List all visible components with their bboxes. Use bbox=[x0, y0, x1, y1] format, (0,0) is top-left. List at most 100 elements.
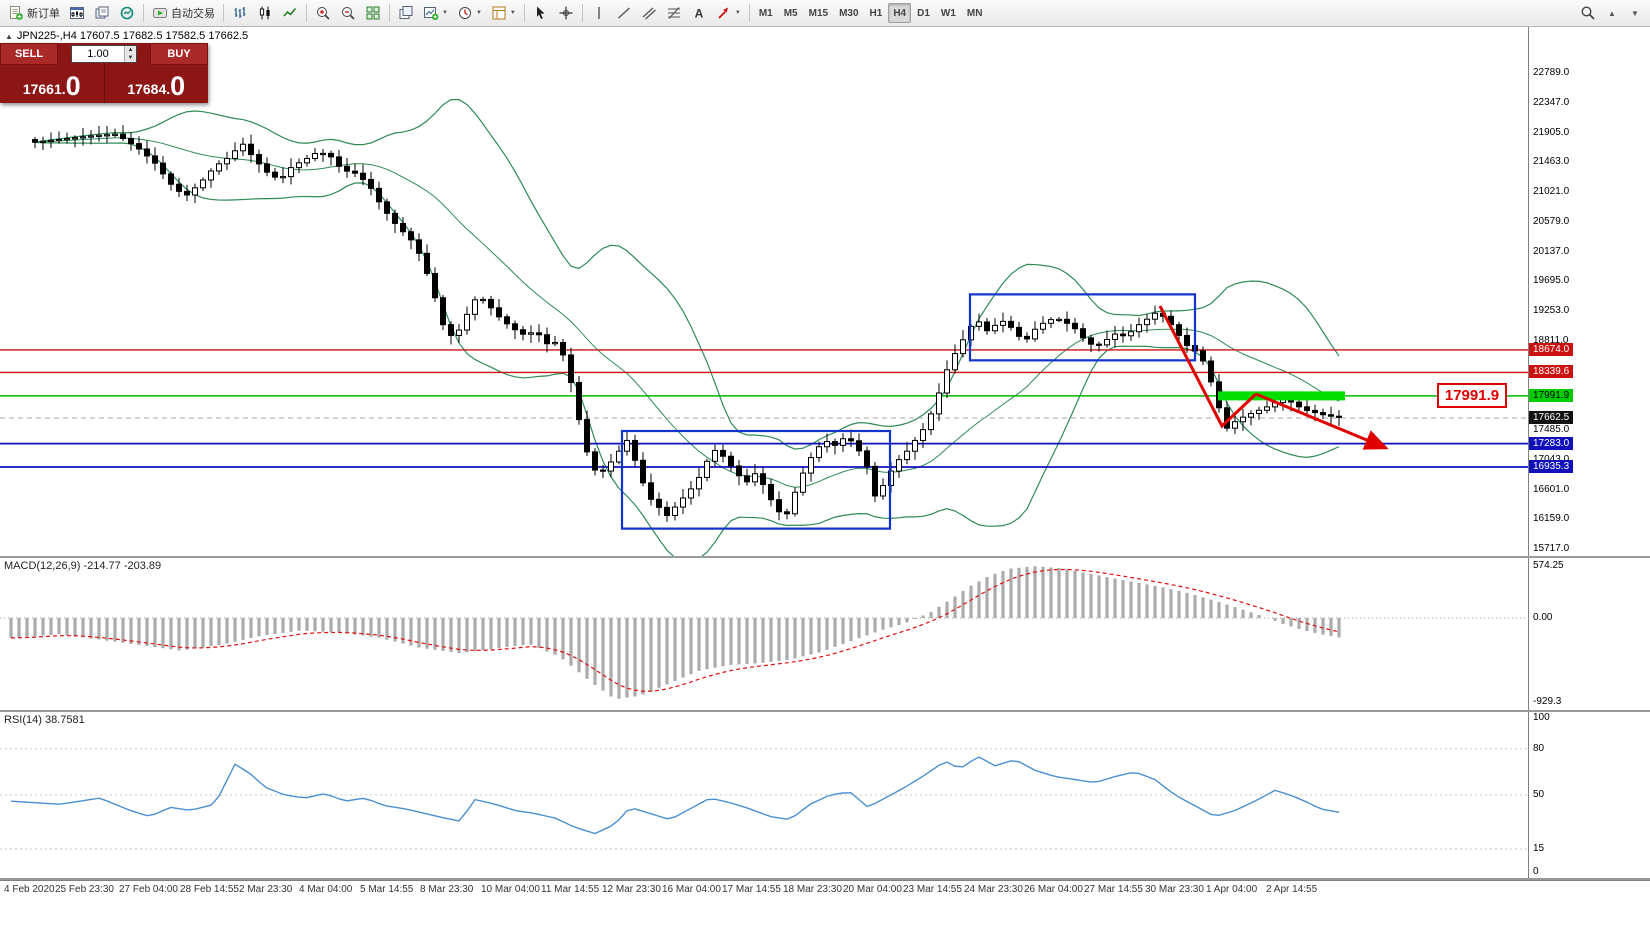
chart-window-button[interactable] bbox=[65, 2, 89, 24]
rsi-panel-row: RSI(14) 38.7581 100 80 50 15 0 bbox=[0, 712, 1650, 878]
crosshair-icon bbox=[559, 6, 573, 20]
price-tag: 18339.6 bbox=[1529, 365, 1574, 379]
panel-splitter[interactable] bbox=[0, 878, 1650, 880]
rsi-axis-label: 50 bbox=[1533, 789, 1545, 800]
text-tool-button[interactable]: A bbox=[687, 2, 711, 24]
panel-splitter[interactable] bbox=[0, 710, 1650, 712]
time-axis-label: 17 Mar 14:55 bbox=[722, 884, 781, 895]
toolbar-separator bbox=[223, 4, 224, 22]
channel-icon bbox=[642, 7, 656, 20]
main-chart-row: ▲ JPN225-,H4 17607.5 17682.5 17582.5 176… bbox=[0, 27, 1650, 556]
toolbar-collapse-button[interactable]: ▼ bbox=[1624, 2, 1646, 24]
rsi-axis[interactable]: 100 80 50 15 0 bbox=[1528, 712, 1650, 878]
new-order-icon bbox=[10, 6, 23, 20]
buy-button[interactable]: BUY bbox=[150, 43, 208, 65]
time-axis-label: 8 Mar 23:30 bbox=[420, 884, 474, 895]
new-chart-icon bbox=[424, 7, 439, 20]
new-order-label: 新订单 bbox=[27, 8, 60, 20]
zoom-in-button[interactable] bbox=[311, 2, 335, 24]
price-axis-label: 19253.0 bbox=[1533, 305, 1570, 316]
rsi-plot[interactable]: RSI(14) 38.7581 bbox=[0, 712, 1528, 878]
profiles-button[interactable] bbox=[90, 2, 114, 24]
timeframe-D1[interactable]: D1 bbox=[912, 3, 935, 23]
trendline-button[interactable] bbox=[612, 2, 636, 24]
macd-canvas bbox=[0, 566, 1528, 699]
price-axis-label: 18811.0 bbox=[1533, 334, 1569, 346]
arrows-tool-icon bbox=[718, 7, 728, 19]
bar-chart-icon bbox=[234, 7, 246, 18]
chevron-down-icon: ▼ bbox=[1631, 8, 1639, 18]
panel-splitter[interactable] bbox=[0, 556, 1650, 558]
time-axis-label: 16 Mar 04:00 bbox=[662, 884, 721, 895]
template-icon bbox=[492, 6, 506, 20]
vertical-line-icon bbox=[598, 7, 600, 19]
timeframe-MN[interactable]: MN bbox=[962, 3, 988, 23]
time-axis-label: 20 Mar 04:00 bbox=[843, 884, 902, 895]
tile-windows-button[interactable] bbox=[361, 2, 385, 24]
time-axis-label: 26 Mar 04:00 bbox=[1024, 884, 1083, 895]
timeframe-H1[interactable]: H1 bbox=[865, 3, 888, 23]
timeframe-M15[interactable]: M15 bbox=[804, 3, 833, 23]
consolidation-box[interactable] bbox=[620, 429, 892, 530]
window-bottom-space bbox=[0, 900, 1650, 950]
profiles-icon bbox=[95, 6, 109, 19]
sell-price-big: 0 bbox=[65, 71, 81, 101]
price-callout-label[interactable]: 17991.9 bbox=[1437, 383, 1507, 408]
bar-chart-button[interactable] bbox=[228, 2, 252, 24]
sell-button[interactable]: SELL bbox=[0, 43, 58, 65]
period-button[interactable]: ▼ bbox=[453, 2, 486, 24]
vertical-line-button[interactable] bbox=[587, 2, 611, 24]
chevron-down-icon: ▼ bbox=[509, 10, 516, 16]
price-axis-label: 22789.0 bbox=[1533, 67, 1570, 78]
timeframe-M30[interactable]: M30 bbox=[834, 3, 863, 23]
price-chart-plot[interactable]: ▲ JPN225-,H4 17607.5 17682.5 17582.5 176… bbox=[0, 27, 1528, 556]
zoom-out-icon bbox=[342, 7, 355, 20]
macd-plot[interactable]: MACD(12,26,9) -214.77 -203.89 bbox=[0, 558, 1528, 710]
sell-price[interactable]: 17661. 0 bbox=[0, 65, 105, 103]
search-symbol-button[interactable] bbox=[1576, 2, 1600, 24]
zoom-out-button[interactable] bbox=[336, 2, 360, 24]
timeframe-M1[interactable]: M1 bbox=[754, 3, 778, 23]
market-watch-button[interactable] bbox=[115, 2, 139, 24]
price-tag: 17991.9 bbox=[1529, 388, 1574, 402]
arrows-tool-button[interactable]: ▼ bbox=[712, 2, 745, 24]
timeframe-W1[interactable]: W1 bbox=[936, 3, 961, 23]
candle-chart-icon bbox=[259, 6, 270, 20]
buy-price[interactable]: 17684. 0 bbox=[105, 65, 209, 103]
rsi-label: RSI(14) 38.7581 bbox=[4, 714, 85, 726]
time-axis[interactable]: 4 Feb 2020 25 Feb 23:30 27 Feb 04:00 28 Feb… bbox=[0, 880, 1650, 900]
time-axis-label: 10 Mar 04:00 bbox=[481, 884, 540, 895]
trend-polyline[interactable] bbox=[1158, 305, 1258, 429]
channel-button[interactable] bbox=[637, 2, 661, 24]
toolbar-separator bbox=[306, 4, 307, 22]
volume-down-icon[interactable]: ▼ bbox=[125, 54, 136, 62]
trend-arrow[interactable] bbox=[1255, 392, 1389, 450]
volume-area: 1.00 ▲ ▼ bbox=[58, 43, 150, 65]
macd-axis[interactable]: 574.25 0.00 -929.3 bbox=[1528, 558, 1650, 710]
supply-zone-rectangle[interactable] bbox=[1218, 391, 1345, 401]
time-axis-label: 4 Mar 04:00 bbox=[299, 884, 353, 895]
autotrade-label: 自动交易 bbox=[171, 8, 215, 20]
timeframe-toolbar: M1 M5 M15 M30 H1 H4 D1 W1 MN bbox=[754, 3, 988, 23]
time-axis-label: 28 Feb 14:55 bbox=[180, 884, 239, 895]
price-tag: 16935.3 bbox=[1529, 460, 1574, 473]
volume-up-icon[interactable]: ▲ bbox=[125, 46, 136, 54]
crosshair-button[interactable] bbox=[554, 2, 578, 24]
timeframe-H4[interactable]: H4 bbox=[888, 3, 912, 23]
template-button[interactable]: ▼ bbox=[487, 2, 520, 24]
volume-input[interactable]: 1.00 ▲ ▼ bbox=[71, 45, 137, 63]
cursor-button[interactable] bbox=[529, 2, 553, 24]
candle-chart-button[interactable] bbox=[253, 2, 277, 24]
macd-signal-line bbox=[10, 568, 1340, 692]
autotrade-button[interactable]: 自动交易 bbox=[148, 2, 219, 24]
new-chart-button[interactable]: ▼ bbox=[419, 2, 452, 24]
timeframe-M5[interactable]: M5 bbox=[779, 3, 803, 23]
price-axis[interactable]: 22789.0 22347.0 21905.0 21463.0 21021.0 20579… bbox=[1528, 27, 1650, 556]
collapse-triangle-icon[interactable]: ▲ bbox=[5, 31, 13, 41]
cascade-windows-button[interactable] bbox=[394, 2, 418, 24]
line-chart-button[interactable] bbox=[278, 2, 302, 24]
toolbar-options-button[interactable]: ▲ bbox=[1601, 2, 1623, 24]
consolidation-box[interactable] bbox=[968, 293, 1197, 362]
fibonacci-button[interactable] bbox=[662, 2, 686, 24]
new-order-button[interactable]: 新订单 bbox=[4, 2, 64, 24]
